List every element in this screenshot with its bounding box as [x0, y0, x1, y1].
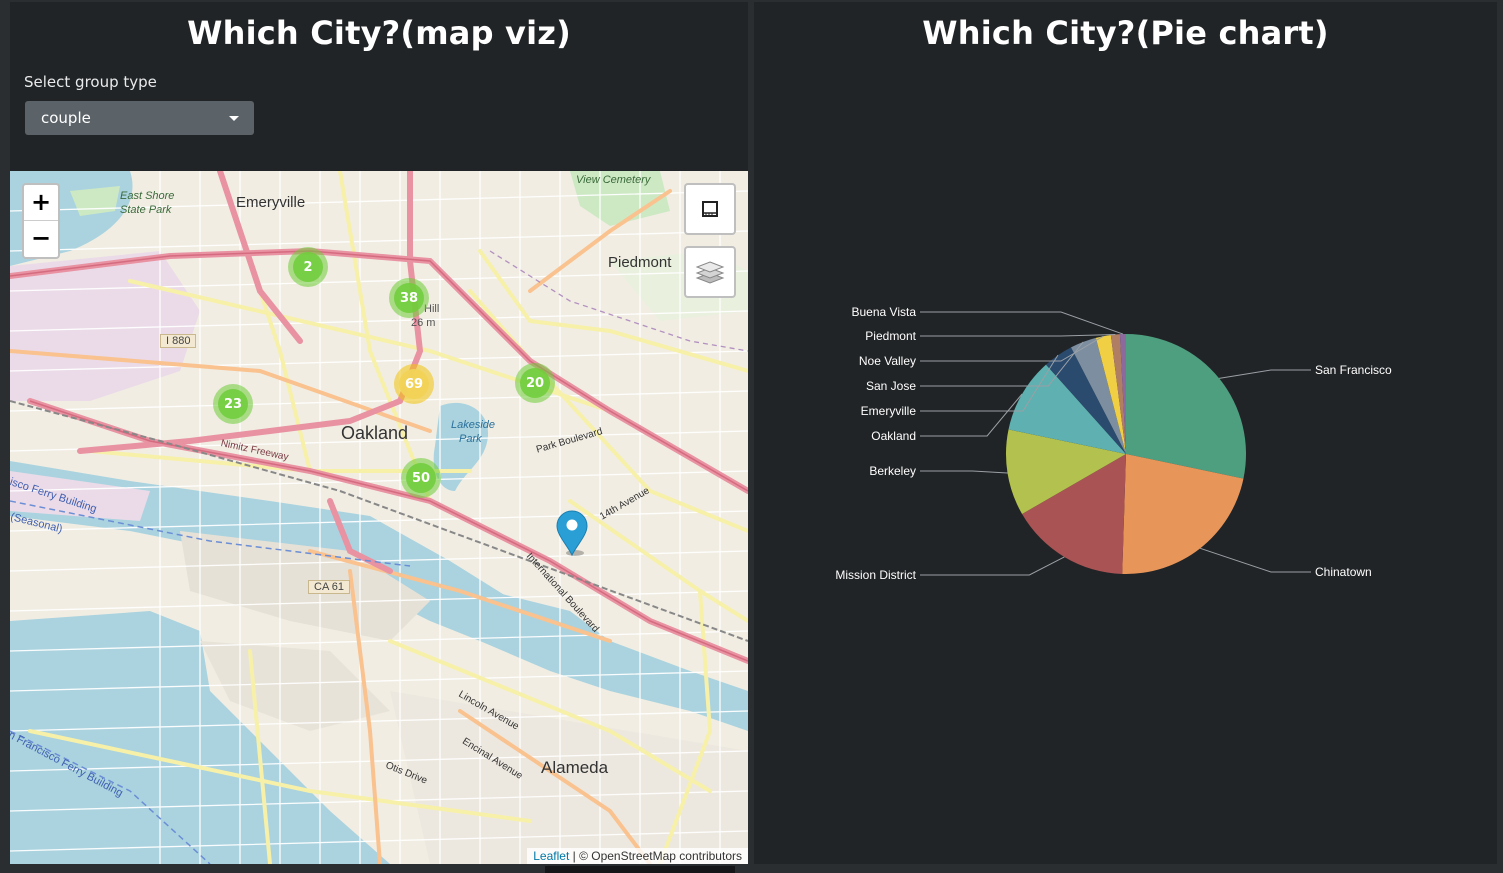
zoom-out-button[interactable]: −	[24, 220, 58, 256]
select-group-type-label: Select group type	[24, 73, 157, 91]
map-panel: Which City?(map viz) Select group type c…	[10, 2, 748, 864]
pie-slice[interactable]	[1122, 454, 1244, 574]
pie-leader-line	[1200, 547, 1311, 573]
zoom-control: + −	[22, 183, 60, 259]
pie-slice[interactable]	[1006, 429, 1126, 514]
pie-slice[interactable]	[1119, 334, 1126, 454]
map-label-lakeside: Lakeside	[451, 419, 496, 431]
pie-slice-label: Buena Vista	[852, 305, 917, 319]
pie-slice-label: Noe Valley	[859, 354, 916, 368]
pie-slice-label: Mission District	[835, 568, 916, 582]
map-cluster[interactable]: 23	[213, 384, 253, 424]
pie-slice-label: Piedmont	[865, 329, 916, 343]
map-cluster[interactable]: 20	[515, 363, 555, 403]
pie-slice[interactable]	[1095, 334, 1126, 454]
map-cluster[interactable]: 38	[389, 278, 429, 318]
pie-slice[interactable]	[1071, 337, 1126, 454]
pie-leader-line	[920, 333, 1116, 337]
pie-leader-line	[920, 354, 1059, 412]
zoom-in-button[interactable]: +	[30, 188, 52, 216]
map-cluster[interactable]: 69	[394, 364, 434, 404]
pie-slice[interactable]	[1045, 347, 1126, 454]
map-view[interactable]: Emeryville Piedmont Oakland Alameda East…	[10, 171, 748, 864]
map-label-i880: I 880	[160, 334, 197, 348]
map-attribution: Leaflet | © OpenStreetMap contributors	[527, 848, 748, 864]
map-label-piedmont: Piedmont	[608, 254, 672, 271]
pie-leader-line	[920, 335, 1104, 362]
map-label-east-shore: East Shore	[120, 190, 175, 202]
pie-slice-label: San Francisco	[1315, 363, 1392, 377]
pie-slice-label: Chinatown	[1315, 565, 1372, 579]
pie-leader-line	[920, 556, 1065, 576]
layers-button[interactable]	[684, 246, 736, 298]
pie-panel-title: Which City?(Pie chart)	[922, 14, 1329, 52]
group-type-selected-value: couple	[41, 109, 91, 127]
pie-leader-line	[1219, 369, 1311, 379]
caret-down-icon	[229, 116, 239, 121]
map-label-alameda: Alameda	[541, 758, 609, 777]
pie-leader-line	[920, 470, 1008, 474]
map-label-view-cemetery: View Cemetery	[576, 174, 651, 186]
pie-slice-label: Berkeley	[869, 464, 916, 478]
group-type-select[interactable]: couple	[25, 101, 254, 135]
leaflet-link[interactable]: Leaflet	[533, 849, 570, 863]
fullscreen-button[interactable]	[684, 183, 736, 235]
pie-leader-line	[920, 311, 1124, 335]
pie-slice[interactable]	[1126, 334, 1246, 479]
pie-slice-label: Oakland	[871, 429, 916, 443]
map-label-oakland: Oakland	[341, 423, 409, 443]
fullscreen-icon	[702, 201, 718, 217]
map-marker-icon[interactable]	[555, 509, 589, 557]
pie-slice[interactable]	[1022, 454, 1126, 574]
map-label-elevation: 26 m	[411, 317, 436, 329]
map-label-ca61: CA 61	[308, 580, 350, 594]
layers-icon	[695, 261, 725, 284]
pie-slice-label: Emeryville	[861, 404, 917, 418]
map-cluster[interactable]: 2	[288, 247, 328, 287]
map-label-emeryville: Emeryville	[236, 194, 306, 211]
map-label-park: Park	[459, 433, 482, 445]
map-cluster[interactable]: 50	[401, 458, 441, 498]
pie-panel: Which City?(Pie chart) San Francisco Chin…	[754, 2, 1497, 864]
pie-slice[interactable]	[1110, 334, 1126, 454]
bottom-strip	[545, 866, 735, 873]
map-label-state-park: State Park	[120, 204, 172, 216]
pie-leader-line	[920, 341, 1084, 387]
map-tiles	[10, 171, 748, 864]
map-label-hill: Hill	[424, 303, 440, 315]
attribution-text: | © OpenStreetMap contributors	[569, 849, 742, 863]
pie-chart: San Francisco Chinatown Mission District Be…	[835, 305, 1392, 582]
map-panel-title: Which City?(map viz)	[187, 14, 571, 52]
pie-slice-label: San Jose	[866, 379, 916, 393]
pie-leader-line	[920, 393, 1023, 437]
